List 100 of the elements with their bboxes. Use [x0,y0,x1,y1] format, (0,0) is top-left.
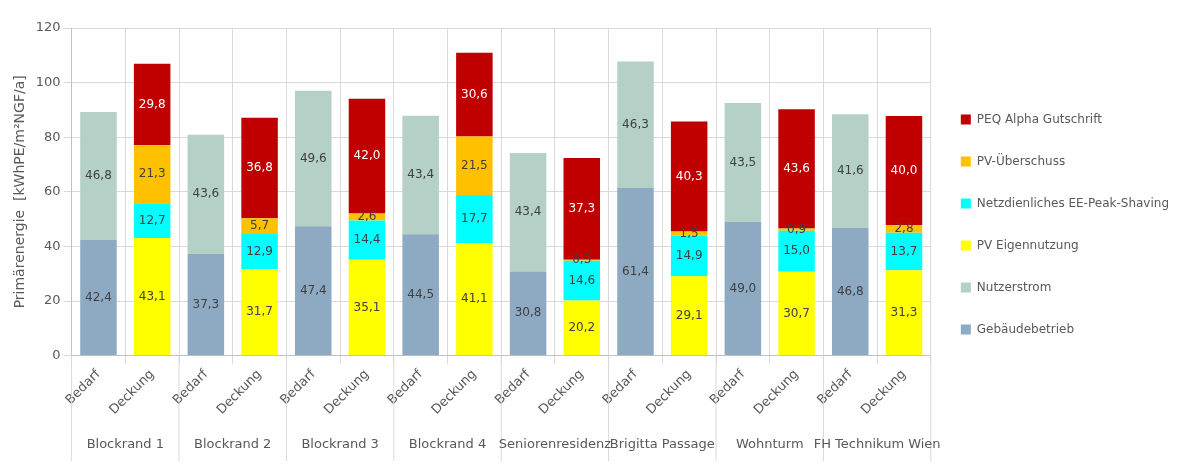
bar [187,253,225,356]
bar [80,112,117,240]
data-label: 37,3 [192,296,220,311]
data-label: 0,3 [572,252,592,267]
data-label: 40,0 [890,162,918,177]
bar [456,136,493,196]
text: Seniorenresidenz [498,436,612,452]
bar [133,63,171,146]
bar [348,220,386,260]
legend-label: Nutzerstrom [976,279,1052,294]
bar [885,270,923,356]
data-label: 35,1 [353,299,381,314]
bar [295,90,332,227]
y-tick-label: 80 [44,128,61,144]
data-label: 15,0 [783,243,810,258]
data-label: 43,6 [192,186,220,201]
data-label: 46,8 [85,168,112,183]
bar [241,269,278,356]
text: Wohnturm [735,436,804,452]
data-label: 2,6 [357,209,377,224]
bar [241,218,278,234]
data-label: 29,1 [675,307,703,322]
bar [832,114,869,228]
data-label: 2,8 [894,221,914,236]
bar [724,103,762,222]
bar [241,233,278,270]
bar [133,145,171,204]
bar [885,232,923,271]
bar [348,259,386,356]
data-label: 12,9 [246,243,273,258]
bar [617,61,654,188]
text: Blockrand 2 [194,436,272,452]
data-label: 49,0 [729,280,757,295]
bar [133,203,171,238]
bar [456,195,493,244]
text: Blockrand 1 [86,436,164,452]
data-label: 20,2 [568,319,596,334]
data-label: 14,9 [675,247,703,262]
data-label: 43,1 [138,288,166,303]
data-label: 44,5 [407,286,435,301]
bar [563,300,601,356]
y-tick-label: 40 [44,237,61,253]
data-label: 43,6 [783,161,810,176]
data-label: 14,6 [568,272,596,287]
legend-label: Netzdienliches EE-Peak-Shaving [976,195,1170,210]
data-label: 30,8 [514,305,542,320]
data-label: 49,6 [299,150,327,165]
data-label: 29,8 [138,96,166,111]
y-axis-title: Primärenergie [kWhPE/m²NGF/a] [11,75,28,309]
bar [509,271,547,356]
legend-label: PV-Überschuss [976,151,1066,168]
data-label: 0,9 [787,221,807,236]
data-label: 13,7 [890,243,918,258]
data-label: 30,7 [783,305,810,320]
data-label: 30,6 [461,86,488,101]
text: Blockrand 3 [301,436,379,452]
data-label: 21,3 [138,166,166,181]
legend-label: Gebäudebetrieb [976,321,1075,336]
bar [724,221,762,356]
data-label: 31,3 [890,304,918,319]
data-label: 37,3 [568,201,596,216]
data-label: 42,4 [85,289,112,304]
bar [402,115,439,235]
legend-label: PEQ Alpha Gutschrift [976,111,1103,126]
bar [80,239,117,356]
data-label: 41,1 [461,291,488,306]
data-label: 21,5 [461,157,488,172]
bar [509,153,547,272]
bar [617,188,654,356]
bar [456,52,493,137]
bar [402,234,439,356]
bar [133,237,171,356]
data-label: 43,4 [407,167,435,182]
data-label: 31,7 [246,304,273,319]
data-label: 42,0 [353,148,381,163]
y-tick-label: 0 [52,347,61,363]
data-label: 43,4 [514,204,542,219]
bar [832,227,869,356]
data-label: 17,7 [461,211,488,226]
data-label: 46,3 [622,116,649,131]
data-label: 41,6 [836,163,864,178]
y-tick-label: 120 [35,19,61,35]
data-label: 12,7 [138,212,166,227]
y-tick-label: 20 [44,292,61,308]
y-tick-label: 60 [44,183,61,199]
data-label: 40,3 [675,168,703,183]
text: FH Technikum Wien [813,436,941,452]
bar [295,226,332,356]
data-label: 47,4 [299,282,327,297]
data-label: 46,8 [836,283,864,298]
bar [456,243,493,356]
bar [778,271,815,356]
bar [241,117,278,219]
text: Blockrand 4 [408,436,487,452]
y-tick-label: 100 [35,73,61,89]
legend-label: PV Eigennutzung [976,237,1079,252]
bar [187,134,225,254]
data-label: 5,7 [250,218,270,233]
bar [670,276,708,356]
data-label: 61,4 [622,263,649,278]
